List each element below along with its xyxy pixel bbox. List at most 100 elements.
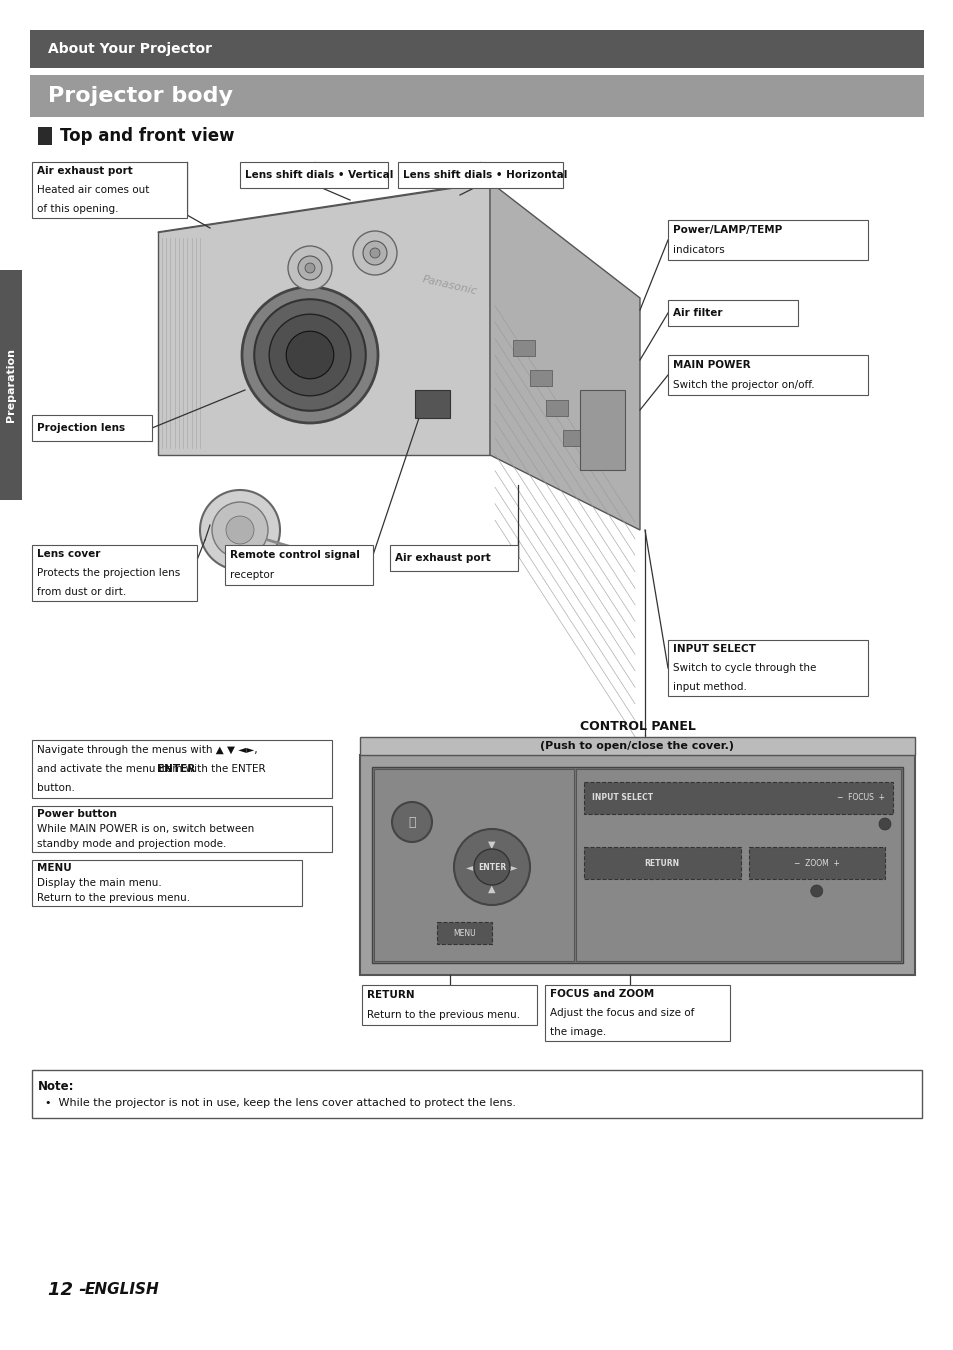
- Text: −  FOCUS  +: − FOCUS +: [836, 794, 884, 802]
- Bar: [32, 1071, 921, 1118]
- Circle shape: [212, 502, 268, 558]
- Circle shape: [810, 886, 821, 896]
- Bar: [667, 640, 867, 697]
- Bar: [562, 431, 584, 446]
- Text: RETURN: RETURN: [644, 859, 679, 868]
- Bar: [415, 390, 450, 418]
- Text: FOCUS and ZOOM: FOCUS and ZOOM: [550, 990, 654, 999]
- Text: ENGLISH: ENGLISH: [85, 1282, 159, 1297]
- Bar: [32, 414, 152, 441]
- Text: Switch the projector on/off.: Switch the projector on/off.: [672, 379, 814, 390]
- Circle shape: [226, 516, 253, 544]
- Circle shape: [392, 802, 432, 842]
- Text: Power button: Power button: [37, 809, 117, 818]
- Text: Switch to cycle through the: Switch to cycle through the: [672, 663, 816, 674]
- Text: About Your Projector: About Your Projector: [48, 42, 212, 55]
- Text: Air exhaust port: Air exhaust port: [395, 554, 490, 563]
- Bar: [361, 986, 537, 1025]
- Bar: [240, 162, 388, 188]
- Text: ENTER: ENTER: [156, 764, 194, 774]
- Bar: [359, 737, 914, 755]
- Text: Heated air comes out: Heated air comes out: [37, 185, 150, 194]
- Bar: [225, 545, 373, 585]
- Text: Navigate through the menus with ▲ ▼ ◄►,: Navigate through the menus with ▲ ▼ ◄►,: [37, 745, 257, 755]
- Circle shape: [253, 300, 365, 410]
- Text: Lens shift dials • Horizontal: Lens shift dials • Horizontal: [402, 170, 567, 180]
- Text: Adjust the focus and size of: Adjust the focus and size of: [550, 1008, 694, 1018]
- Circle shape: [370, 248, 379, 258]
- Text: the image.: the image.: [550, 1026, 605, 1037]
- Text: (Push to open/close the cover.): (Push to open/close the cover.): [540, 741, 734, 751]
- Bar: [579, 390, 624, 470]
- Text: Air filter: Air filter: [672, 308, 721, 319]
- Circle shape: [286, 331, 334, 379]
- Bar: [38, 127, 52, 144]
- Circle shape: [269, 315, 351, 396]
- Text: Lens cover: Lens cover: [37, 549, 100, 559]
- Text: ▲: ▲: [488, 884, 496, 894]
- Text: Return to the previous menu.: Return to the previous menu.: [367, 1010, 519, 1021]
- Text: MAIN POWER: MAIN POWER: [672, 360, 750, 370]
- Text: Note:: Note:: [38, 1080, 74, 1094]
- Bar: [30, 30, 923, 68]
- Bar: [544, 986, 729, 1041]
- Bar: [372, 767, 902, 963]
- Text: •  While the projector is not in use, keep the lens cover attached to protect th: • While the projector is not in use, kee…: [38, 1098, 516, 1108]
- Circle shape: [353, 231, 396, 275]
- Bar: [32, 860, 302, 906]
- Text: INPUT SELECT: INPUT SELECT: [672, 644, 755, 655]
- Bar: [667, 355, 867, 396]
- Bar: [32, 545, 196, 601]
- Text: ►: ►: [510, 863, 517, 872]
- Text: Panasonic: Panasonic: [421, 274, 478, 296]
- Bar: [545, 400, 567, 416]
- Bar: [748, 846, 884, 879]
- Text: ENTER: ENTER: [477, 863, 506, 872]
- Text: Return to the previous menu.: Return to the previous menu.: [37, 894, 190, 903]
- Text: Preparation: Preparation: [6, 348, 16, 423]
- Bar: [30, 76, 923, 117]
- Circle shape: [878, 818, 890, 830]
- Bar: [667, 220, 867, 261]
- Text: Air exhaust port: Air exhaust port: [37, 166, 132, 177]
- Text: button.: button.: [37, 783, 74, 794]
- Circle shape: [297, 256, 322, 279]
- Text: While MAIN POWER is on, switch between: While MAIN POWER is on, switch between: [37, 824, 254, 834]
- Circle shape: [363, 242, 387, 265]
- Bar: [583, 782, 892, 814]
- Text: INPUT SELECT: INPUT SELECT: [592, 794, 653, 802]
- Polygon shape: [158, 182, 490, 455]
- Text: receptor: receptor: [230, 570, 274, 580]
- Text: ⏻: ⏻: [408, 815, 416, 829]
- Bar: [529, 370, 551, 386]
- Text: Top and front view: Top and front view: [60, 127, 234, 144]
- Bar: [583, 846, 740, 879]
- Circle shape: [200, 490, 280, 570]
- Text: MENU: MENU: [453, 929, 476, 937]
- Circle shape: [242, 288, 377, 423]
- Text: −  ZOOM  +: − ZOOM +: [793, 859, 839, 868]
- Bar: [359, 755, 914, 975]
- Bar: [390, 545, 517, 571]
- Text: Display the main menu.: Display the main menu.: [37, 878, 162, 888]
- Bar: [436, 922, 492, 944]
- Bar: [32, 162, 187, 217]
- Circle shape: [454, 829, 530, 904]
- Circle shape: [288, 246, 332, 290]
- Text: standby mode and projection mode.: standby mode and projection mode.: [37, 840, 226, 849]
- Text: Protects the projection lens: Protects the projection lens: [37, 568, 180, 578]
- Bar: [513, 340, 535, 356]
- Text: Remote control signal: Remote control signal: [230, 549, 359, 560]
- Circle shape: [305, 263, 314, 273]
- Bar: [32, 806, 332, 852]
- Text: ◄: ◄: [466, 863, 474, 872]
- Text: and activate the menu item with the ENTER: and activate the menu item with the ENTE…: [37, 764, 265, 774]
- Bar: [32, 740, 332, 798]
- Bar: [576, 769, 900, 961]
- Text: Projection lens: Projection lens: [37, 423, 125, 433]
- Text: indicators: indicators: [672, 244, 724, 255]
- Text: 12 -: 12 -: [48, 1281, 92, 1299]
- Text: MENU: MENU: [37, 863, 71, 872]
- Bar: [0, 270, 22, 500]
- Text: from dust or dirt.: from dust or dirt.: [37, 587, 126, 597]
